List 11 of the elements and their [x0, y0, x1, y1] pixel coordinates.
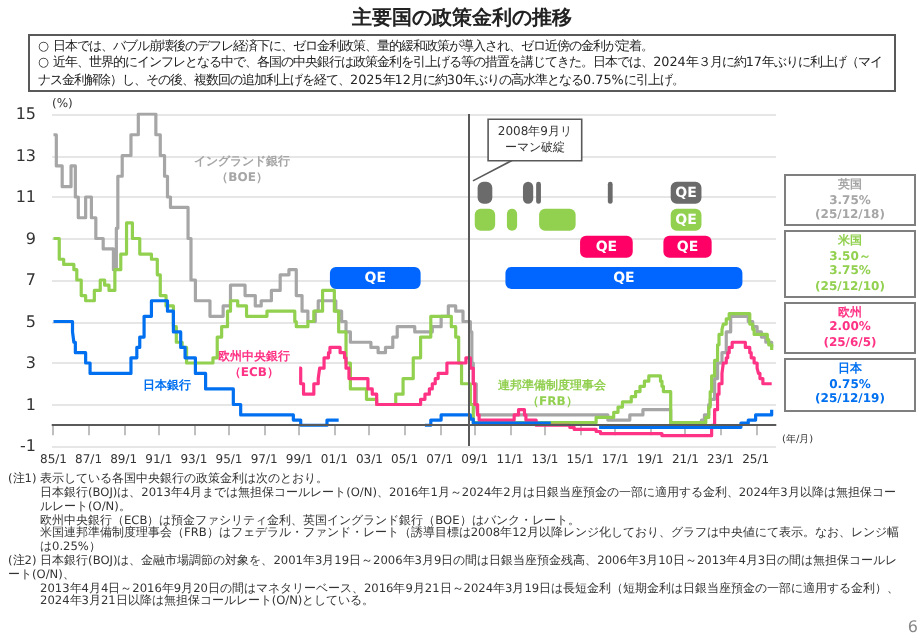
y-tick-label: 13	[15, 146, 36, 165]
y-tick-label: 3	[25, 354, 36, 373]
chart-title: 主要国の政策金利の推移	[350, 4, 574, 34]
y-tick-label: -1	[20, 437, 36, 456]
y-tick-label: 9	[25, 229, 36, 248]
y-tick-label: 15	[15, 105, 36, 124]
text: 6	[907, 618, 918, 636]
y-tick-label: 5	[25, 312, 36, 331]
y-tick-label: 7	[25, 271, 36, 290]
y-tick-label: 1	[25, 395, 36, 414]
y-tick-label: 11	[15, 188, 36, 207]
